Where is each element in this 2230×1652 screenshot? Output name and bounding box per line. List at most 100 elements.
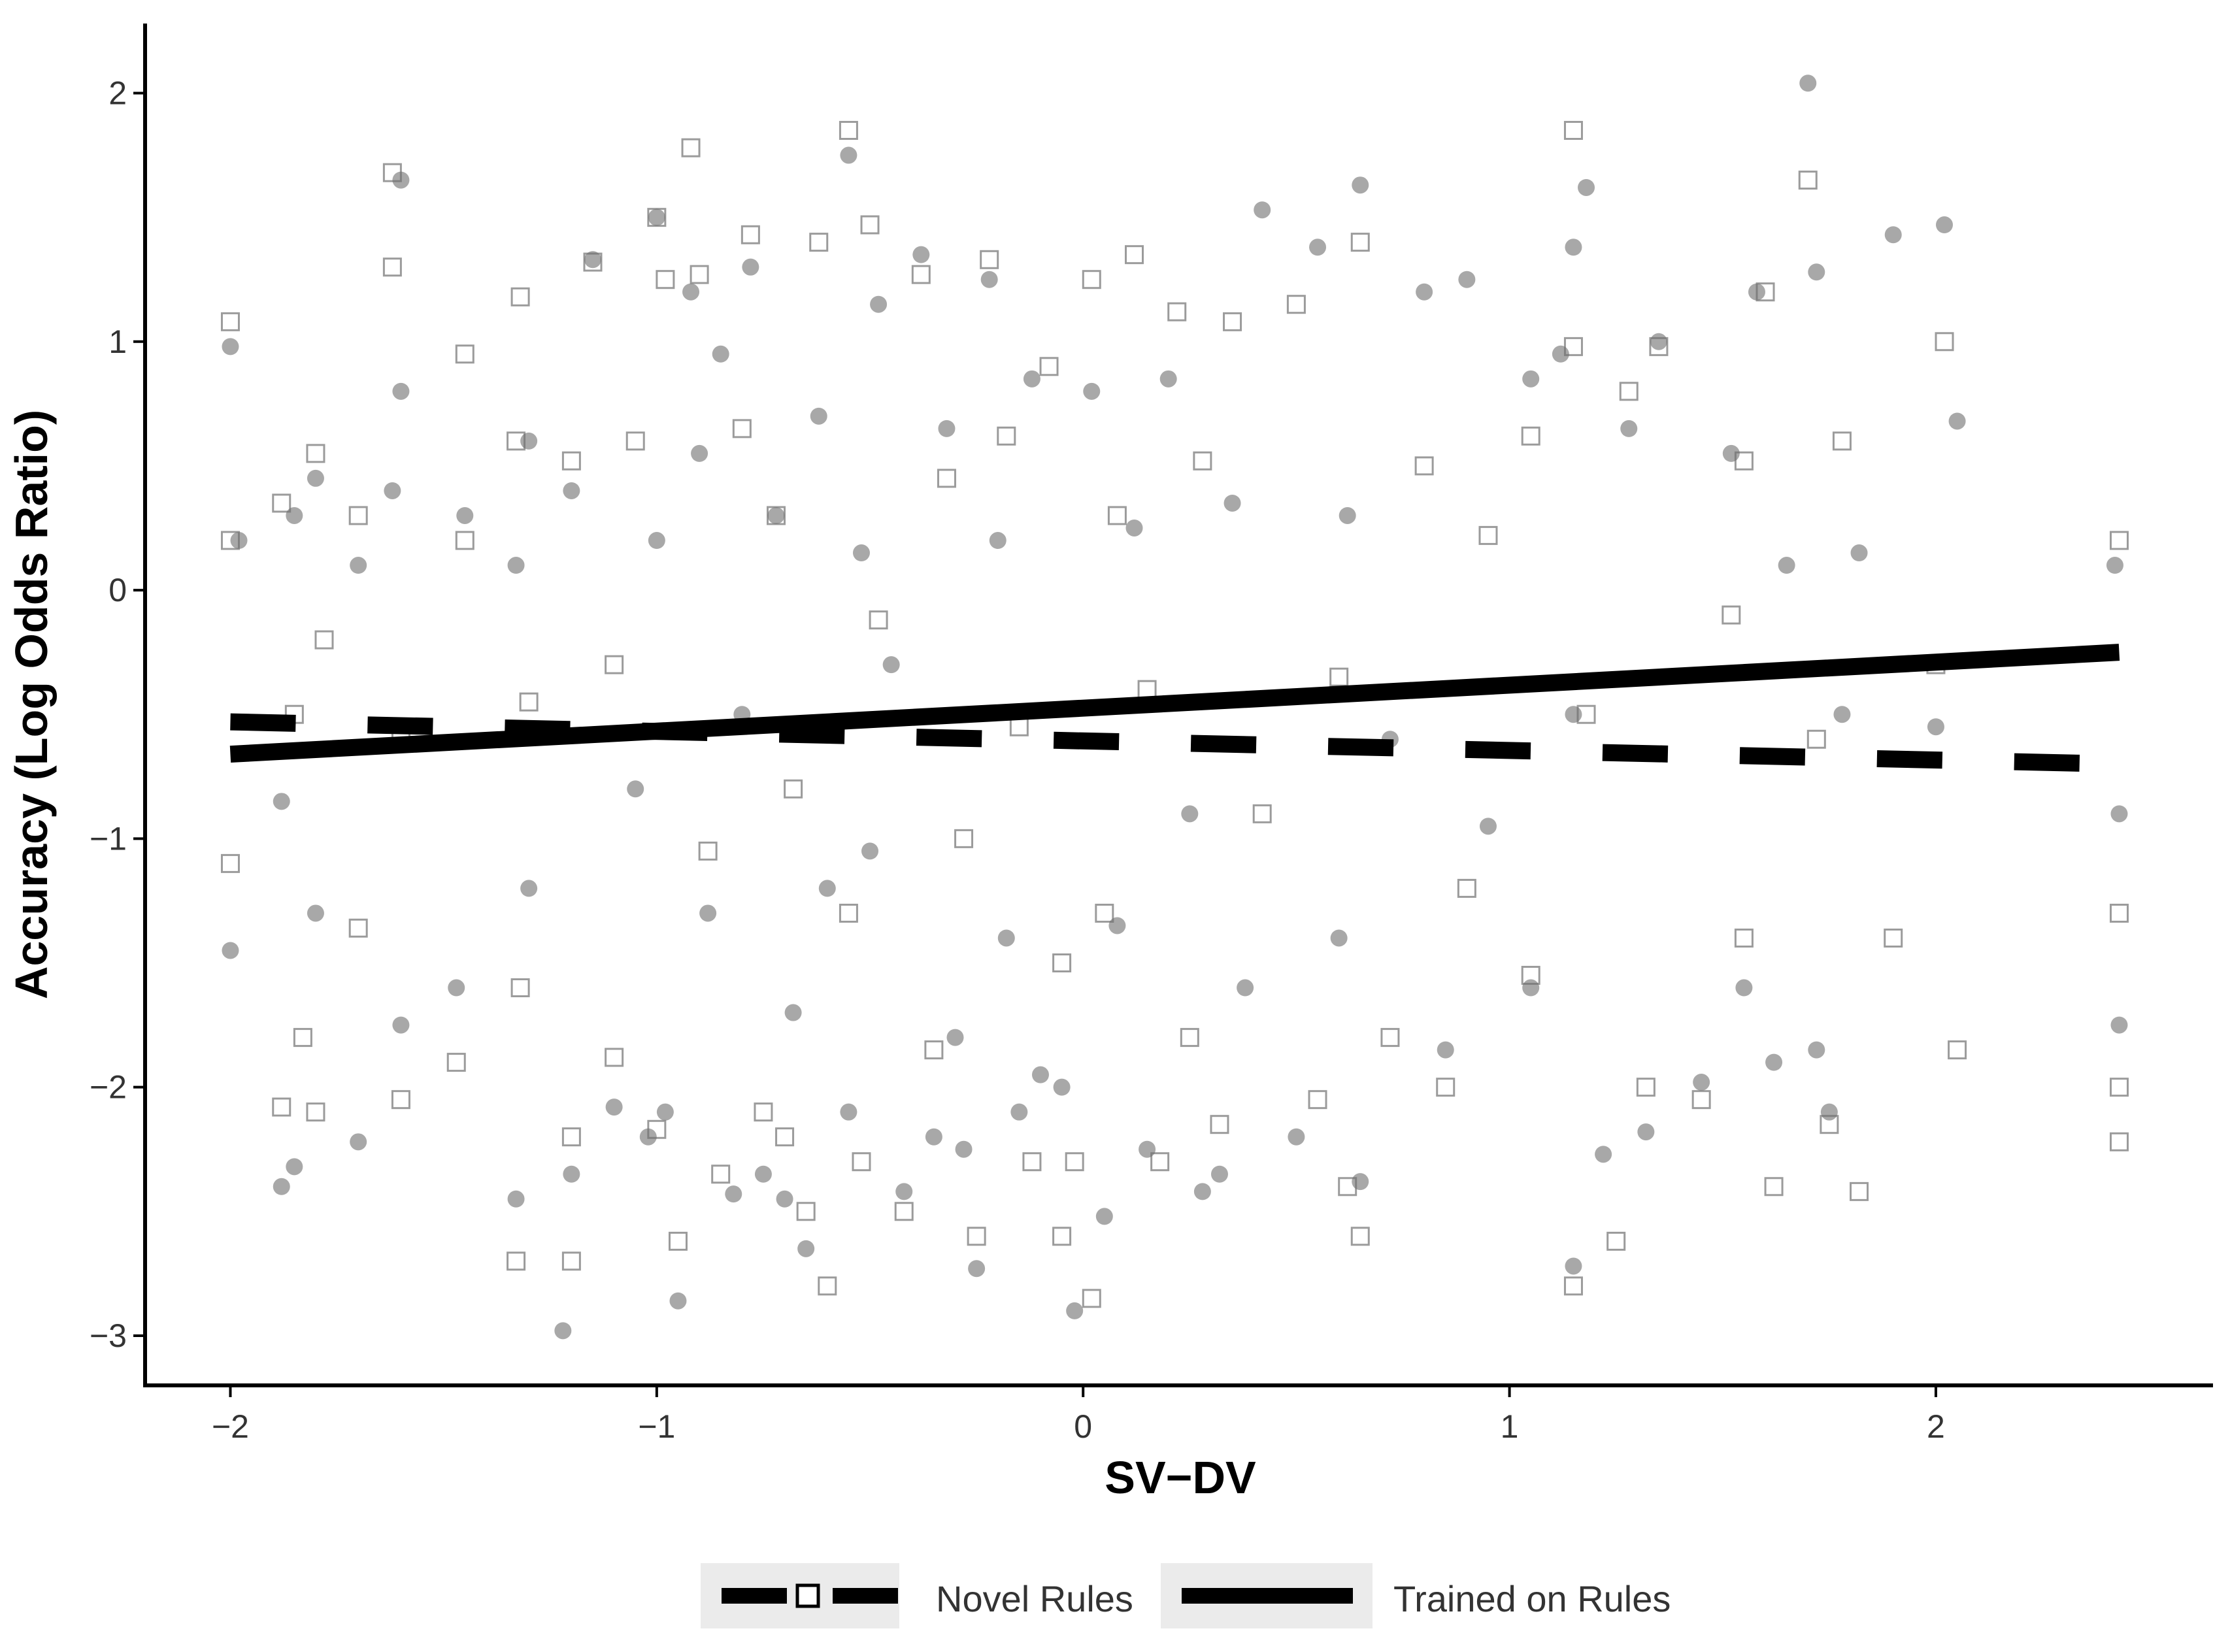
point-trained-on-rules bbox=[1288, 1128, 1305, 1146]
point-trained-on-rules bbox=[648, 208, 665, 226]
point-trained-on-rules bbox=[384, 482, 401, 499]
point-novel-rules bbox=[775, 1127, 795, 1147]
point-trained-on-rules bbox=[286, 1158, 303, 1176]
point-trained-on-rules bbox=[1778, 557, 1795, 574]
point-novel-rules bbox=[1734, 451, 1754, 471]
point-novel-rules bbox=[894, 1202, 914, 1221]
x-ticks: −2 −1 0 1 2 bbox=[212, 1385, 1945, 1445]
point-novel-rules bbox=[391, 1090, 410, 1110]
point-novel-rules bbox=[605, 1048, 624, 1067]
point-trained-on-rules bbox=[584, 251, 601, 269]
point-novel-rules bbox=[293, 1028, 312, 1048]
point-novel-rules bbox=[519, 692, 539, 712]
point-novel-rules bbox=[1935, 332, 1954, 352]
point-novel-rules bbox=[1095, 903, 1114, 923]
point-trained-on-rules bbox=[1735, 979, 1753, 997]
point-trained-on-rules bbox=[1352, 176, 1369, 194]
point-trained-on-rules bbox=[852, 544, 870, 562]
point-novel-rules bbox=[818, 1276, 837, 1296]
point-trained-on-rules bbox=[840, 146, 857, 164]
point-novel-rules bbox=[1884, 928, 1903, 948]
legend: Novel Rules Trained on Rules bbox=[701, 1563, 1671, 1628]
point-trained-on-rules bbox=[742, 258, 759, 276]
x-tick-label: 1 bbox=[1501, 1408, 1519, 1445]
point-trained-on-rules bbox=[1223, 494, 1241, 512]
point-trained-on-rules bbox=[1799, 74, 1817, 92]
point-novel-rules bbox=[446, 1053, 466, 1072]
point-novel-rules bbox=[1009, 717, 1029, 736]
point-trained-on-rules bbox=[980, 271, 998, 288]
x-tick-label: −2 bbox=[212, 1408, 249, 1445]
point-novel-rules bbox=[1082, 270, 1101, 289]
point-novel-rules bbox=[1107, 506, 1127, 525]
point-novel-rules bbox=[967, 1227, 986, 1246]
point-trained-on-rules bbox=[699, 904, 717, 922]
point-novel-rules bbox=[732, 419, 752, 438]
point-trained-on-rules bbox=[392, 1016, 410, 1034]
point-novel-rules bbox=[980, 250, 999, 269]
point-trained-on-rules bbox=[1595, 1146, 1612, 1163]
y-tick-label: 0 bbox=[108, 572, 127, 608]
point-novel-rules bbox=[860, 215, 880, 235]
point-trained-on-rules bbox=[520, 880, 538, 897]
point-novel-rules bbox=[1150, 1152, 1170, 1172]
point-trained-on-rules bbox=[1066, 1302, 1084, 1319]
y-ticks: −3 −2 −1 0 1 2 bbox=[90, 74, 145, 1354]
point-trained-on-rules bbox=[1095, 1208, 1113, 1225]
point-novel-rules bbox=[1619, 382, 1639, 401]
point-trained-on-rules bbox=[1193, 1183, 1211, 1200]
point-novel-rules bbox=[954, 829, 974, 848]
point-trained-on-rules bbox=[273, 1178, 290, 1195]
point-novel-rules bbox=[796, 1202, 816, 1221]
point-trained-on-rules bbox=[938, 420, 956, 437]
point-trained-on-rules bbox=[222, 338, 239, 355]
point-trained-on-rules bbox=[1722, 444, 1740, 462]
point-novel-rules bbox=[1457, 878, 1476, 898]
point-trained-on-rules bbox=[1309, 239, 1327, 256]
point-novel-rules bbox=[839, 121, 858, 140]
point-novel-rules bbox=[1223, 312, 1242, 331]
point-trained-on-rules bbox=[230, 532, 248, 550]
point-trained-on-rules bbox=[273, 793, 290, 810]
point-trained-on-rules bbox=[1948, 412, 1966, 430]
point-novel-rules bbox=[1193, 451, 1212, 471]
point-novel-rules bbox=[382, 257, 402, 277]
point-novel-rules bbox=[1798, 171, 1818, 190]
point-trained-on-rules bbox=[1565, 706, 1582, 723]
point-trained-on-rules bbox=[1010, 1103, 1028, 1121]
point-trained-on-rules bbox=[2110, 1016, 2128, 1034]
point-novel-rules bbox=[784, 779, 803, 799]
point-novel-rules bbox=[997, 426, 1016, 446]
point-trained-on-rules bbox=[350, 1133, 367, 1151]
point-novel-rules bbox=[839, 903, 858, 923]
point-trained-on-rules bbox=[286, 506, 303, 524]
point-trained-on-rules bbox=[1850, 544, 1868, 562]
point-novel-rules bbox=[1521, 426, 1540, 446]
y-tick-label: −3 bbox=[90, 1317, 127, 1354]
point-trained-on-rules bbox=[1820, 1103, 1838, 1121]
point-trained-on-rules bbox=[1254, 201, 1271, 219]
point-novel-rules bbox=[1286, 295, 1306, 314]
y-tick-label: −2 bbox=[90, 1069, 127, 1106]
point-novel-rules bbox=[681, 138, 701, 157]
x-tick-label: 2 bbox=[1927, 1408, 1945, 1445]
point-trained-on-rules bbox=[669, 1292, 687, 1310]
point-trained-on-rules bbox=[1808, 263, 1825, 281]
point-novel-rules bbox=[711, 1165, 731, 1184]
point-novel-rules bbox=[1252, 804, 1272, 823]
legend-label-trained-on-rules: Trained on Rules bbox=[1393, 1578, 1671, 1619]
point-trained-on-rules bbox=[1578, 178, 1595, 196]
point-trained-on-rules bbox=[754, 1165, 772, 1183]
point-trained-on-rules bbox=[2110, 805, 2128, 823]
point-trained-on-rules bbox=[1637, 1123, 1655, 1141]
point-trained-on-rules bbox=[1437, 1041, 1454, 1059]
point-trained-on-rules bbox=[1565, 1257, 1582, 1275]
point-novel-rules bbox=[348, 918, 368, 938]
point-novel-rules bbox=[1052, 1227, 1072, 1246]
point-novel-rules bbox=[2109, 1078, 2129, 1097]
point-trained-on-rules bbox=[1031, 1066, 1049, 1083]
point-novel-rules bbox=[1832, 431, 1852, 451]
point-novel-rules bbox=[1636, 1078, 1656, 1097]
point-novel-rules bbox=[869, 610, 888, 630]
